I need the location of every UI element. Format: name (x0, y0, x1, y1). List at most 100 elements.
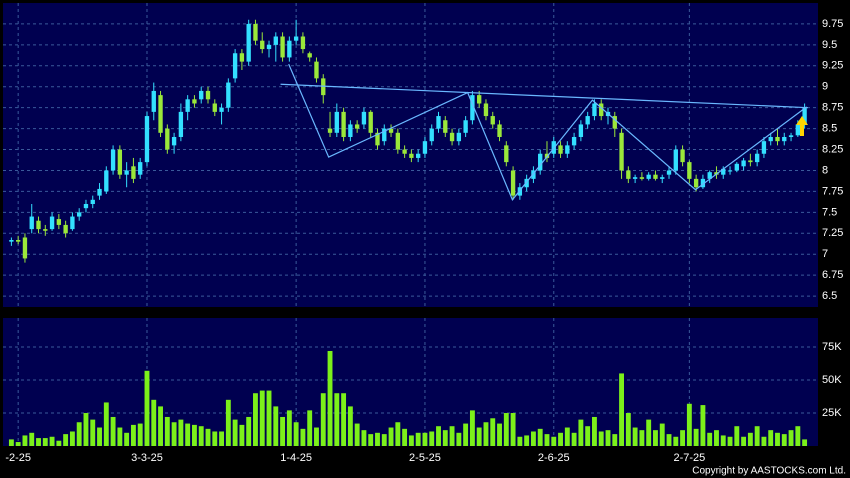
candle-body (43, 229, 48, 231)
y-tick-label: 7 (822, 248, 828, 260)
volume-bar (585, 426, 591, 446)
volume-bar (212, 431, 218, 446)
candle-body (673, 149, 678, 171)
y-tick-label: 7.5 (822, 206, 837, 218)
candle-body (768, 136, 773, 142)
y-tick-label: 75K (822, 341, 842, 353)
volume-bar (239, 424, 245, 446)
x-tick-label: 3-3-25 (131, 452, 163, 464)
candle-body (232, 53, 238, 79)
volume-bar (42, 438, 48, 446)
volume-bar (469, 410, 475, 446)
candle-body (314, 61, 319, 79)
candle-body (266, 44, 272, 50)
candle-body (721, 168, 726, 175)
candle-body (124, 170, 129, 175)
candle-body (90, 199, 95, 204)
volume-bar (408, 435, 414, 446)
candle-body (436, 116, 441, 129)
trend-line (280, 83, 809, 109)
candle-body (185, 99, 190, 112)
candle-body (83, 203, 89, 209)
candle-body (456, 132, 462, 142)
candle-body (219, 107, 224, 112)
volume-bar (639, 430, 645, 446)
volume-bar (741, 436, 747, 446)
volume-bar (83, 413, 89, 446)
candle-body (104, 170, 109, 192)
candle-body (707, 172, 712, 179)
volume-bar (327, 350, 333, 446)
candle-body (361, 111, 367, 125)
candle-body (700, 178, 706, 188)
candle-body (341, 111, 346, 137)
candle-body (741, 160, 746, 167)
candle-body (212, 103, 217, 112)
y-tick-label: 9.5 (822, 39, 837, 51)
candle-body (571, 136, 577, 146)
candle-body (334, 111, 339, 133)
volume-bar (164, 416, 170, 446)
candle-body (782, 136, 787, 142)
volume-bar (151, 399, 157, 446)
volume-bar (802, 439, 808, 446)
candle-body (63, 224, 68, 234)
candle-body (727, 170, 733, 172)
volume-bar (49, 436, 55, 446)
volume-bar (517, 436, 523, 446)
volume-bar (124, 432, 130, 446)
candle-body (449, 132, 455, 142)
candle-body (619, 132, 624, 171)
candle-body (260, 40, 265, 50)
volume-bar (707, 432, 713, 446)
volume-bar (734, 426, 740, 446)
candle-body (490, 116, 495, 125)
volume-bar (442, 430, 448, 446)
y-tick-label: 6.75 (822, 269, 843, 281)
candle-body (199, 90, 204, 100)
volume-bar (781, 434, 787, 446)
candle-body (788, 135, 794, 137)
candle-body (558, 145, 563, 154)
volume-bar (625, 413, 631, 446)
candle-body (612, 116, 617, 129)
x-tick-label: -2-25 (5, 452, 31, 464)
candle-body (110, 149, 116, 171)
candle-body (36, 220, 41, 230)
y-tick-label: 8.25 (822, 143, 843, 155)
candle-body (327, 128, 333, 133)
volume-bar (347, 406, 353, 446)
volume-bar (592, 416, 597, 446)
volume-bar (483, 422, 489, 446)
candle-body (77, 212, 82, 217)
candle-body (402, 149, 407, 154)
candle-body (775, 136, 780, 142)
volume-bar (653, 430, 658, 446)
x-tick-label: 2-6-25 (538, 452, 570, 464)
candle-body (660, 177, 665, 179)
volume-bar (666, 434, 672, 446)
volume-bar (463, 423, 469, 446)
volume-bar (395, 422, 401, 446)
volume-bar (341, 393, 347, 446)
candle-body (443, 120, 448, 133)
y-tick-label: 9.75 (822, 18, 843, 30)
candle-body (477, 95, 482, 104)
volume-bar (259, 390, 265, 446)
candle-body (16, 240, 21, 242)
copyright: Copyright by AASTOCKS.com Ltd. (692, 466, 846, 477)
candle-body (429, 128, 434, 142)
volume-bar (232, 419, 238, 446)
candle-body (416, 153, 421, 158)
candle-body (653, 174, 658, 179)
volume-bar (612, 434, 618, 446)
volume-bar (720, 435, 726, 446)
volume-bar (198, 426, 204, 446)
candle-body (287, 40, 292, 58)
volume-bar (544, 434, 550, 446)
volume-bar (225, 399, 231, 446)
volume-bar (246, 416, 252, 446)
volume-bar (524, 435, 530, 446)
volume-bar (137, 423, 143, 446)
candle-body (9, 240, 14, 242)
